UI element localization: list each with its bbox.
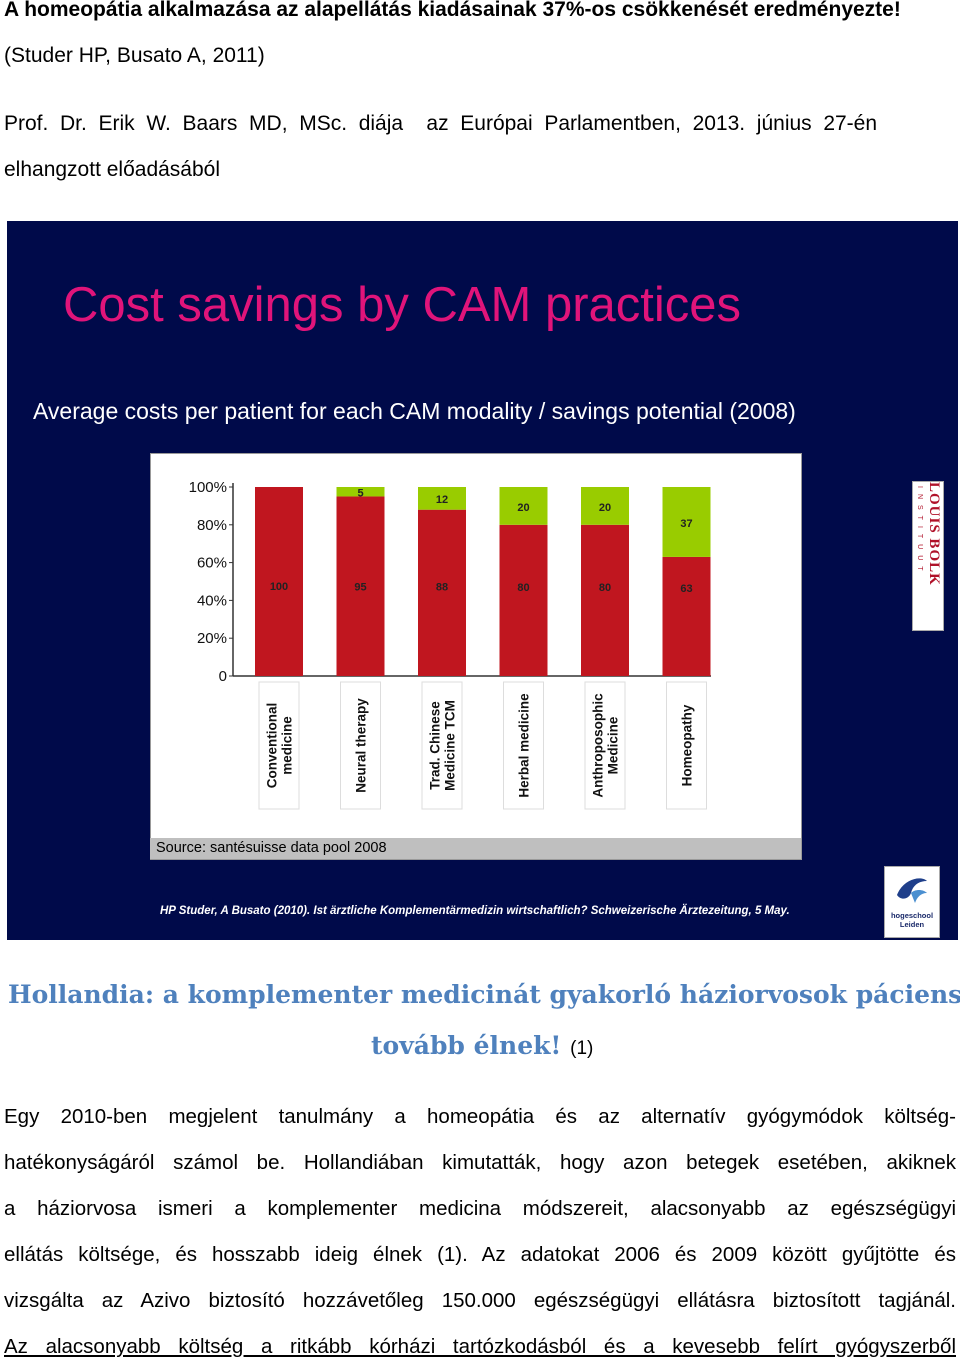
bar-cost-label: 95 (354, 581, 366, 593)
x-tick-label: AnthroposophicMedicine (591, 693, 621, 798)
section-heading-ref: (1) (570, 1038, 594, 1059)
bar-cost (255, 487, 303, 676)
slide-title: Cost savings by CAM practices (63, 278, 742, 332)
slide-image: Cost savings by CAM practices Average co… (7, 221, 958, 940)
bar-cost-label: 88 (436, 582, 448, 594)
section-heading-text: tovább élnek! (371, 1031, 562, 1060)
category-label-box (503, 681, 544, 810)
intro-line-1: Prof. Dr. Erik W. Baars MD, MSc. diája a… (4, 112, 878, 135)
bar-cost-label: 63 (680, 583, 692, 595)
bar-savings (581, 487, 629, 525)
body-line-6: Az alacsonyabb költség a ritkább kórházi… (4, 1335, 956, 1358)
body-line-1: Egy 2010-ben megjelent tanulmány a homeo… (4, 1105, 956, 1128)
category-label-box (421, 681, 463, 810)
hogeschool-logo-text: hogeschool Leiden (890, 911, 934, 929)
bar-savings (418, 487, 466, 510)
bar-cost-label: 100 (270, 581, 288, 593)
x-tick-label: Homeopathy (680, 704, 695, 786)
y-tick-label: 80% (197, 517, 227, 534)
y-tick-label: 20% (197, 630, 227, 647)
headline: A homeopátia alkalmazása az alapellátás … (4, 0, 901, 21)
category-label-box (340, 681, 381, 810)
bar-savings-label: 5 (357, 488, 363, 500)
bar-savings-label: 20 (517, 502, 529, 514)
bar-savings (336, 487, 385, 497)
chart-panel: 0 20% 40% 60% 80% 100% 100 Conventionalmedicine… (150, 453, 802, 860)
hogeschool-bird-icon (897, 878, 927, 903)
x-tick-label: Conventionalmedicine (265, 703, 295, 789)
slide-reference: HP Studer, A Busato (2010). Ist ärztlich… (160, 905, 790, 917)
louis-bolk-logo-text: LOUIS BOLK (926, 482, 942, 586)
category-label-box (584, 681, 626, 810)
category-label-box (258, 681, 300, 810)
bar-cost (581, 524, 629, 676)
bar-cost (336, 496, 385, 676)
bar-savings-label: 12 (436, 494, 448, 506)
x-tick-label: Neural therapy (354, 698, 369, 793)
slide-subtitle: Average costs per patient for each CAM m… (33, 398, 796, 424)
louis-bolk-logo: LOUIS BOLK INSTITUUT (912, 481, 944, 631)
y-tick-label: 100% (189, 479, 227, 496)
category-label-box (666, 681, 707, 810)
bar-cost-label: 80 (599, 582, 611, 594)
bar-chart: 0 20% 40% 60% 80% 100% 100 Conventionalmedicine… (189, 479, 711, 810)
section-heading-line-1: Hollandia: a komplementer medicinát gyak… (8, 980, 960, 1009)
bar-savings (662, 487, 711, 557)
x-tick-label: Herbal medicine (517, 693, 532, 798)
citation: (Studer HP, Busato A, 2011) (4, 44, 265, 67)
bar-savings-label: 20 (599, 502, 611, 514)
body-line-3: a háziorvosa ismeri a komplementer medic… (4, 1197, 956, 1220)
bar-cost-label: 80 (517, 582, 529, 594)
hogeschool-leiden-logo: hogeschool Leiden (884, 866, 940, 938)
section-heading-line-2: tovább élnek! (1) (371, 1031, 593, 1060)
bar-savings (499, 487, 548, 525)
body-line-5: vizsgálta az Azivo biztosító hozzávetőle… (4, 1289, 956, 1312)
bar-savings-label: 37 (680, 518, 692, 530)
body-line-4: ellátás költsége, és hosszabb ideig élne… (4, 1243, 956, 1266)
x-tick-label: Trad. ChineseMedicine TCM (428, 700, 458, 791)
y-tick-label: 60% (197, 555, 227, 572)
chart-source: Source: santésuisse data pool 2008 (150, 838, 801, 859)
body-line-2: hatékonyságáról számol be. Hollandiában … (4, 1151, 956, 1174)
bar-cost (418, 509, 466, 676)
louis-bolk-logo-subtext: INSTITUUT (916, 486, 923, 577)
y-tick-label: 0 (219, 668, 227, 685)
bar-cost (499, 524, 548, 676)
y-tick-label: 40% (197, 592, 227, 609)
bar-cost (662, 556, 711, 676)
intro-line-2: elhangzott előadásából (4, 158, 221, 181)
